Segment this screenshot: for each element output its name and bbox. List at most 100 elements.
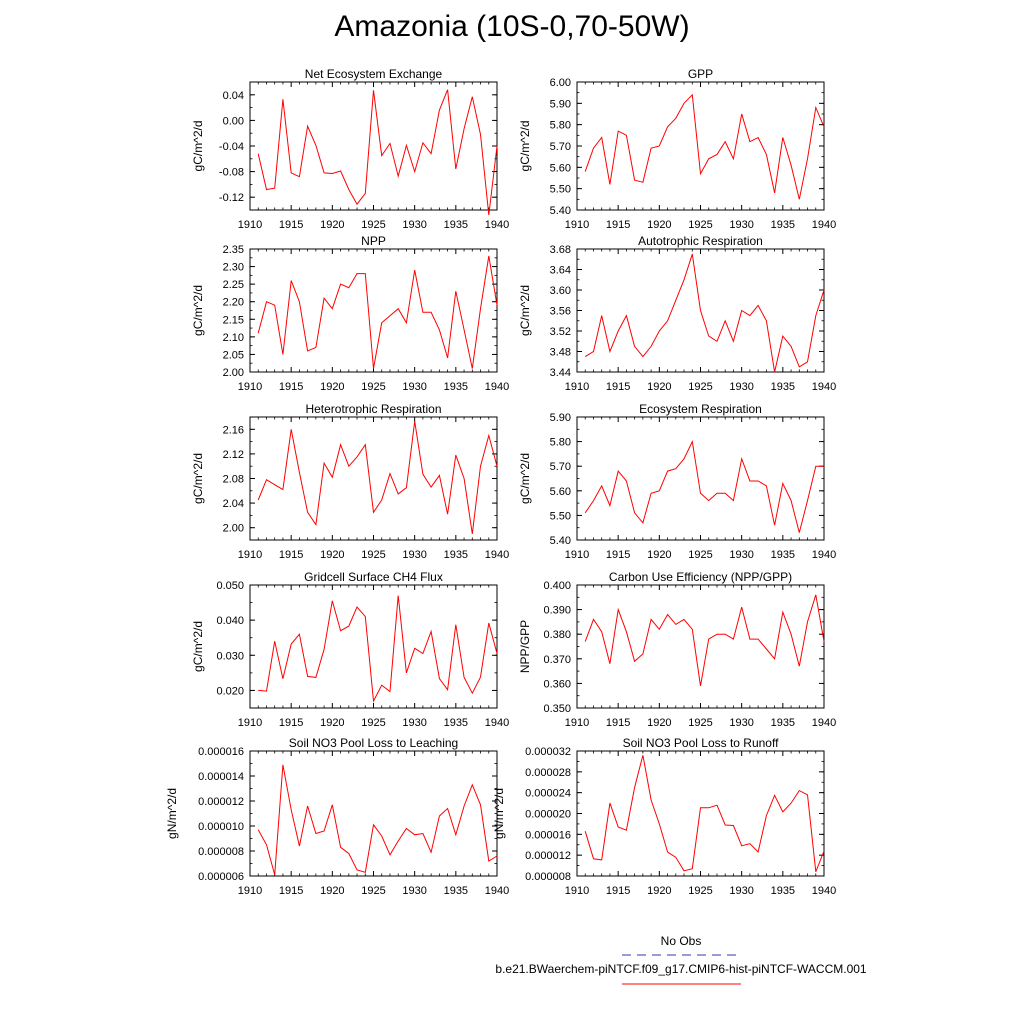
panel-frame <box>249 416 498 541</box>
x-tick-label: 1940 <box>812 885 836 897</box>
x-tick-label: 1915 <box>606 717 630 729</box>
x-tick-label: 1935 <box>771 717 795 729</box>
panel-ylabel: NPP/GPP <box>518 620 532 673</box>
chart-panel-5: Ecosystem Respiration gC/m^2/d 1910 1915 192… <box>518 402 836 561</box>
series-line <box>257 89 498 216</box>
panel-frame <box>576 416 825 541</box>
y-tick-label: 0.020 <box>216 685 244 697</box>
y-tick-label: 3.48 <box>550 347 571 359</box>
y-tick-label: 0.000032 <box>525 746 571 758</box>
x-tick-label: 1935 <box>444 219 468 231</box>
panel-ylabel: gN/m^2/d <box>165 788 179 839</box>
chart-panel-1: GPP gC/m^2/d 1910 1915 1920 1925 1930 1935 1940 5… <box>518 67 836 231</box>
y-tick-label: 5.60 <box>550 486 571 498</box>
x-tick-label: 1940 <box>485 549 509 561</box>
chart-panel-7: Carbon Use Efficiency (NPP/GPP) NPP/GPP 19… <box>518 570 836 729</box>
y-tick-label: 3.68 <box>550 244 571 256</box>
x-tick-label: 1920 <box>647 381 671 393</box>
y-tick-label: 3.52 <box>550 326 571 338</box>
x-tick-label: 1925 <box>688 549 712 561</box>
panel-ylabel: gC/m^2/d <box>191 121 205 172</box>
panel-title: Autotrophic Respiration <box>638 234 763 248</box>
y-tick-label: 0.050 <box>216 580 244 592</box>
x-tick-label: 1940 <box>812 549 836 561</box>
x-tick-label: 1925 <box>361 885 385 897</box>
legend-obs-label: No Obs <box>661 934 702 948</box>
series-line <box>584 594 825 686</box>
panel-ylabel: gC/m^2/d <box>518 121 532 172</box>
x-tick-label: 1915 <box>279 717 303 729</box>
chart-panel-9: Soil NO3 Pool Loss to Runoff gN/m^2/d 1910… <box>492 736 836 897</box>
x-tick-label: 1925 <box>361 219 385 231</box>
x-tick-label: 1910 <box>565 717 589 729</box>
x-tick-label: 1920 <box>320 549 344 561</box>
x-tick-label: 1935 <box>444 381 468 393</box>
y-tick-label: 0.000014 <box>198 771 244 783</box>
y-tick-label: 0.04 <box>223 90 244 102</box>
y-tick-label: 0.000024 <box>525 788 571 800</box>
series-line <box>584 93 825 200</box>
y-tick-label: 0.370 <box>543 654 571 666</box>
y-tick-label: 2.04 <box>223 498 244 510</box>
y-tick-label: 0.00 <box>223 115 244 127</box>
x-tick-label: 1940 <box>485 717 509 729</box>
y-tick-label: 2.15 <box>223 314 244 326</box>
panel-title: Soil NO3 Pool Loss to Leaching <box>289 736 458 750</box>
x-tick-label: 1920 <box>320 717 344 729</box>
series-line <box>257 255 498 369</box>
y-tick-label: 5.40 <box>550 535 571 547</box>
panel-title: Net Ecosystem Exchange <box>305 67 443 81</box>
x-tick-label: 1910 <box>565 219 589 231</box>
x-tick-label: 1930 <box>402 885 426 897</box>
y-tick-label: 0.400 <box>543 580 571 592</box>
y-tick-label: 0.000020 <box>525 809 571 821</box>
x-tick-label: 1935 <box>444 549 468 561</box>
figure-title: Amazonia (10S-0,70-50W) <box>334 10 690 43</box>
y-tick-label: 2.12 <box>223 449 244 461</box>
panel-title: NPP <box>361 234 386 248</box>
y-tick-label: 0.360 <box>543 678 571 690</box>
series-line <box>258 595 498 703</box>
x-tick-label: 1940 <box>812 381 836 393</box>
chart-panel-6: Gridcell Surface CH4 Flux gC/m^2/d 1910 191… <box>191 570 509 729</box>
panel-frame <box>249 750 498 877</box>
x-tick-label: 1930 <box>729 717 753 729</box>
x-tick-label: 1910 <box>238 885 262 897</box>
y-tick-label: 0.000006 <box>198 871 244 883</box>
x-tick-label: 1920 <box>647 885 671 897</box>
chart-panel-4: Heterotrophic Respiration gC/m^2/d 1910 191… <box>191 402 509 561</box>
x-tick-label: 1925 <box>361 717 385 729</box>
y-tick-label: 6.00 <box>550 77 571 89</box>
y-tick-label: 0.000012 <box>198 796 244 808</box>
x-tick-label: 1935 <box>444 717 468 729</box>
y-tick-label: 0.000008 <box>198 846 244 858</box>
series-line <box>584 755 825 872</box>
y-tick-label: 0.000012 <box>525 850 571 862</box>
chart-panel-8: Soil NO3 Pool Loss to Leaching gN/m^2/d 19… <box>165 736 509 897</box>
y-tick-label: 2.00 <box>223 523 244 535</box>
panel-frame <box>249 81 498 211</box>
x-tick-label: 1920 <box>320 885 344 897</box>
x-tick-label: 1935 <box>771 885 795 897</box>
y-tick-label: 0.000028 <box>525 767 571 779</box>
x-tick-label: 1930 <box>729 549 753 561</box>
x-tick-label: 1940 <box>485 381 509 393</box>
x-tick-label: 1920 <box>320 381 344 393</box>
chart-panel-3: Autotrophic Respiration gC/m^2/d 1910 1915 1… <box>518 234 836 393</box>
x-tick-label: 1940 <box>812 219 836 231</box>
y-tick-label: 0.000008 <box>525 871 571 883</box>
x-tick-label: 1940 <box>812 717 836 729</box>
panel-title: Soil NO3 Pool Loss to Runoff <box>623 736 780 750</box>
series-line <box>257 764 498 875</box>
legend-case-label: b.e21.BWaerchem-piNTCF.f09_g17.CMIP6-his… <box>495 962 867 976</box>
legend: No Obs b.e21.BWaerchem-piNTCF.f09_g17.CM… <box>495 934 867 985</box>
y-tick-label: 0.350 <box>543 703 571 715</box>
panel-title: Gridcell Surface CH4 Flux <box>304 570 443 584</box>
y-tick-label: 0.000016 <box>198 746 244 758</box>
y-tick-label: 2.08 <box>223 474 244 486</box>
y-tick-label: 2.00 <box>223 367 244 379</box>
x-tick-label: 1925 <box>361 549 385 561</box>
y-tick-label: 0.040 <box>216 615 244 627</box>
chart-panel-0: Net Ecosystem Exchange gC/m^2/d 1910 1915 19… <box>191 67 509 231</box>
x-tick-label: 1940 <box>485 219 509 231</box>
